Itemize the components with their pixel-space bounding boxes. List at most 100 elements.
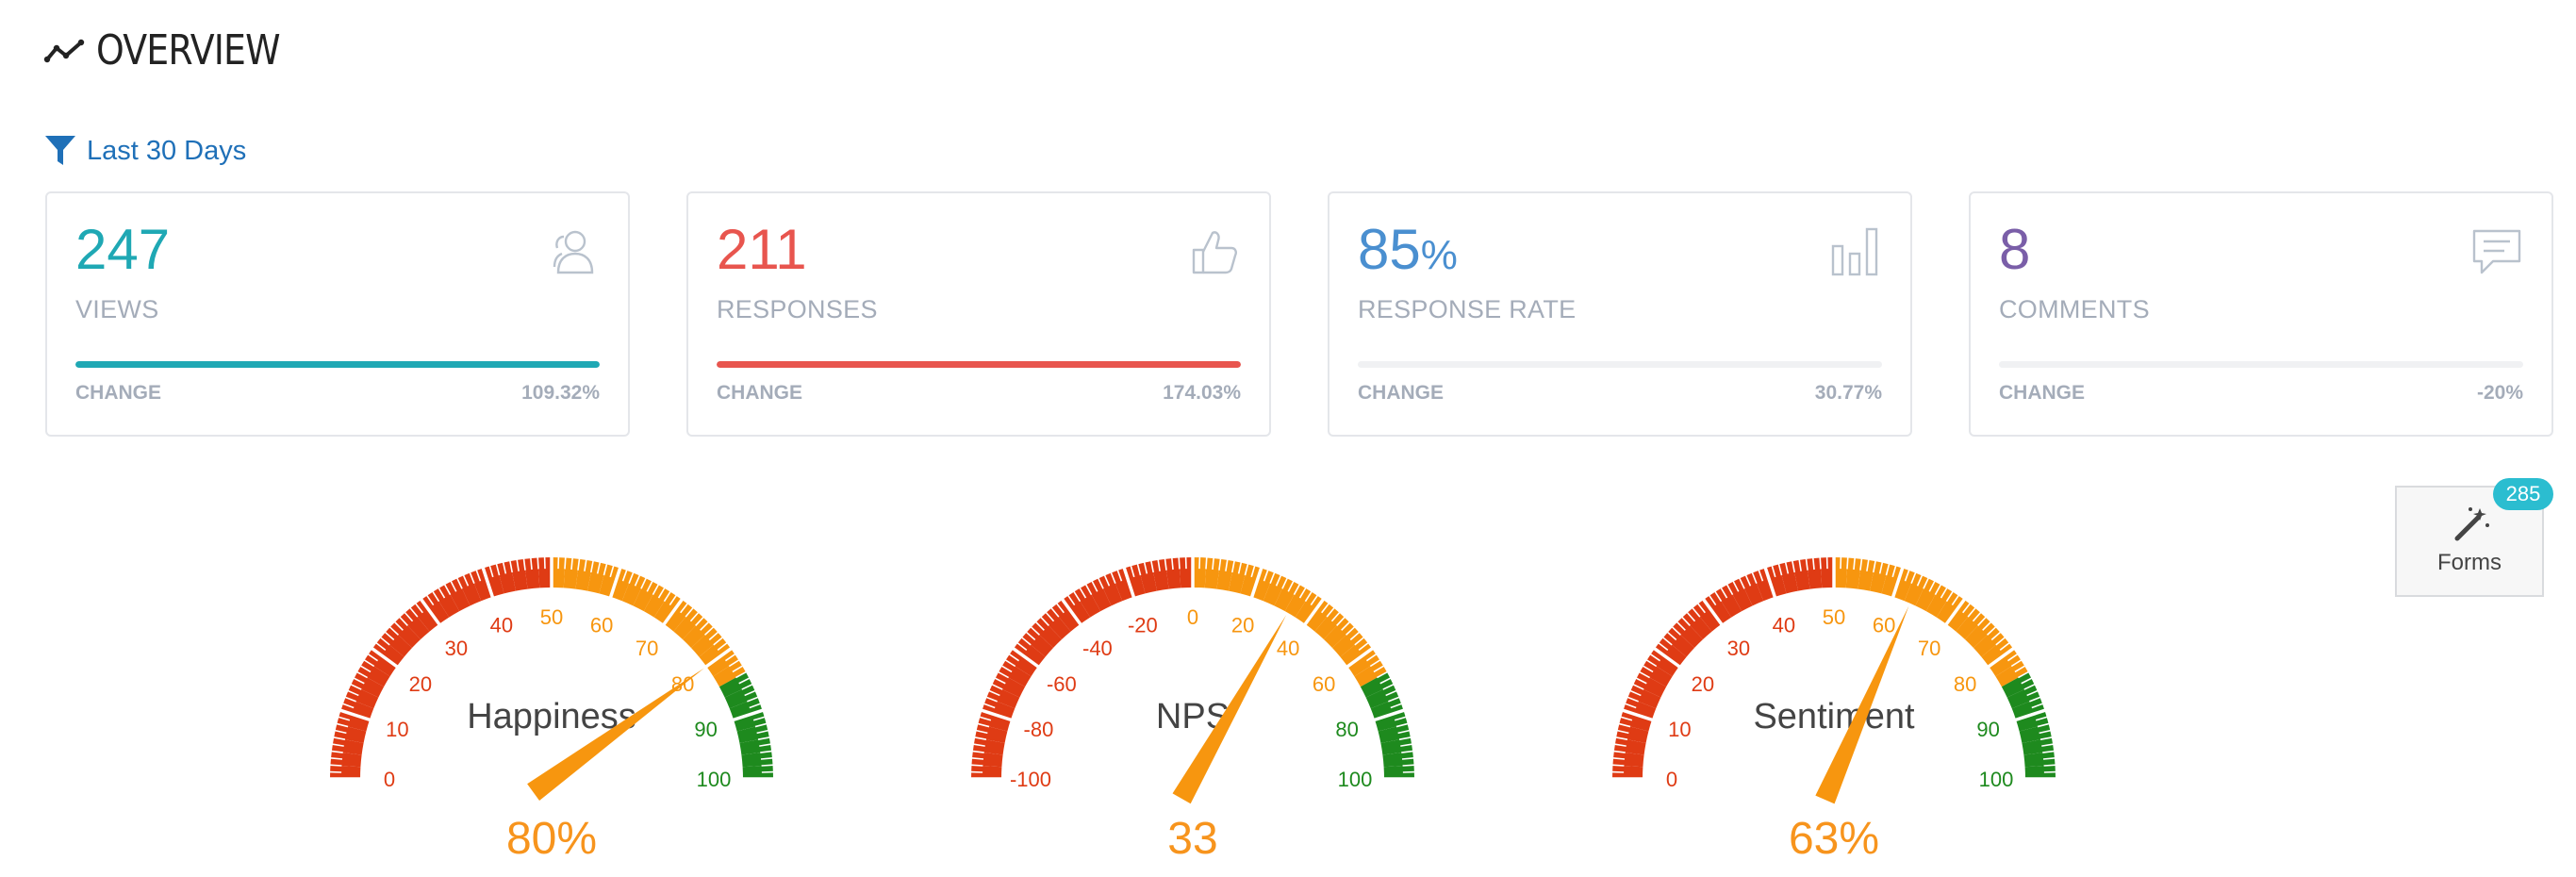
gauge-minor-tick <box>1275 574 1282 587</box>
gauge-band-segment <box>1623 697 1657 720</box>
gauge-minor-tick <box>756 729 769 735</box>
gauge-minor-tick <box>450 580 457 592</box>
gauge-minor-tick <box>341 703 355 709</box>
gauge-minor-tick <box>1379 677 1392 685</box>
gauge-minor-tick <box>1231 560 1236 573</box>
gauge-minor-tick <box>355 670 368 679</box>
gauge-minor-tick <box>388 625 399 636</box>
gauge-band-segment <box>971 765 1002 779</box>
gauge-band-segment <box>1936 591 1965 624</box>
comment-icon <box>2472 229 2521 274</box>
gauge-band-segment <box>523 557 540 589</box>
gauge-minor-tick <box>508 560 513 573</box>
gauge-tick-label: -80 <box>1024 718 1054 741</box>
gauge-minor-tick <box>1873 560 1877 573</box>
gauge-minor-tick <box>2037 722 2050 728</box>
gauge-band-segment <box>1013 637 1046 667</box>
gauge-needle <box>527 668 704 802</box>
gauge-band-segment <box>1881 564 1903 597</box>
gauge-tick-label: 30 <box>1727 637 1750 660</box>
gauge-minor-tick <box>1777 563 1783 576</box>
gauge-band-segment <box>1752 568 1775 602</box>
gauge-minor-tick <box>970 756 984 760</box>
gauge-major-tick <box>1701 598 1725 627</box>
gauge-band-segment <box>433 585 460 618</box>
gauge-minor-tick <box>1738 577 1745 589</box>
gauge-band-segment <box>337 710 370 732</box>
gauge-minor-tick <box>663 590 672 603</box>
response-rate-change-label: CHANGE <box>1358 382 1445 404</box>
gauge-minor-tick <box>752 716 766 721</box>
gauge-minor-tick <box>522 557 526 571</box>
gauge-minor-tick <box>495 563 501 576</box>
gauge-minor-tick <box>1321 603 1330 614</box>
responses-progress-bar <box>717 361 1241 368</box>
sentiment-gauge-value: 63% <box>1788 814 1880 864</box>
gauge-tick-label: 60 <box>1313 672 1335 696</box>
gauge-minor-tick <box>1008 653 1020 662</box>
line-chart-icon <box>43 39 85 62</box>
gauge-band-segment <box>1111 568 1134 602</box>
gauge-minor-tick <box>621 569 628 582</box>
gauge-minor-tick <box>1055 603 1065 614</box>
gauge-minor-tick <box>985 696 998 703</box>
forms-button-label[interactable]: Forms <box>2437 550 2502 575</box>
gauge-minor-tick <box>2014 665 2026 673</box>
date-filter[interactable]: Last 30 Days <box>43 133 246 169</box>
gauge-minor-tick <box>738 677 751 685</box>
gauge-minor-tick <box>628 571 635 584</box>
gauge-minor-tick <box>1891 565 1897 578</box>
gauge-minor-tick <box>375 641 387 651</box>
gauge-tick-label: 60 <box>1873 613 1895 637</box>
gauge-minor-tick <box>1225 558 1229 571</box>
gauge-minor-tick <box>657 587 666 599</box>
gauge-tick-label: 20 <box>409 672 432 696</box>
gauge-minor-tick <box>2021 677 2033 685</box>
gauge-tick-label: 70 <box>1918 637 1940 660</box>
gauge-tick-label: 50 <box>1823 605 1845 629</box>
gauge-minor-tick <box>1696 603 1706 614</box>
gauge-minor-tick <box>983 703 996 709</box>
gauge-band-segment <box>345 684 379 709</box>
gauge-minor-tick <box>1377 670 1389 679</box>
gauge-band-segment <box>372 637 405 667</box>
date-filter-label[interactable]: Last 30 Days <box>87 135 247 166</box>
gauge-minor-tick <box>1091 580 1098 592</box>
gauge-minor-tick <box>1049 606 1060 618</box>
gauge-minor-tick <box>2035 716 2048 721</box>
gauge-tick-label: 10 <box>386 718 408 741</box>
gauge-tick-label: 0 <box>1187 605 1198 629</box>
gauge-band-segment <box>1375 710 1408 732</box>
gauge-minor-tick <box>971 750 984 753</box>
gauge-band-segment <box>653 591 683 624</box>
gauge-minor-tick <box>329 764 342 767</box>
gauge-band-segment <box>1703 591 1732 624</box>
nps-gauge: -100 -80 -60 -40 -20 0 20 40 60 80 100 NPS 33 <box>966 547 1419 877</box>
gauge-minor-tick <box>1977 616 1988 626</box>
gauge-major-tick <box>481 567 495 600</box>
happiness-gauge: 0102030405060708090100Happiness 80% <box>325 547 778 877</box>
gauge-band-segment <box>1915 578 1941 612</box>
gauge-minor-tick <box>1951 594 1960 606</box>
gauge-minor-tick <box>2018 670 2030 679</box>
gauge-band-segment <box>610 568 634 602</box>
gauge-band-segment <box>1360 671 1394 698</box>
gauge-band-segment <box>621 572 647 606</box>
forms-button[interactable]: Forms 285 <box>2395 478 2553 597</box>
gauge-minor-tick <box>1310 594 1319 606</box>
gauge-minor-tick <box>1130 565 1135 578</box>
gauge-minor-tick <box>1178 556 1181 570</box>
gauge-minor-tick <box>1400 743 1413 747</box>
gauge-band-segment <box>509 558 528 591</box>
gauge-tick-label: 50 <box>540 605 563 629</box>
gauge-band-segment <box>1995 660 2028 687</box>
gauge-band-segment <box>1074 585 1101 618</box>
gauge-band-segment <box>563 557 580 589</box>
gauge-band-segment <box>330 765 361 779</box>
gauge-minor-tick <box>1136 563 1142 576</box>
gauge-band-segment <box>1164 557 1181 589</box>
gauge-band-segment <box>1380 736 1413 755</box>
gauge-minor-tick <box>972 743 985 747</box>
gauge-major-tick <box>1763 567 1777 600</box>
gauge-band-segment <box>742 765 773 779</box>
